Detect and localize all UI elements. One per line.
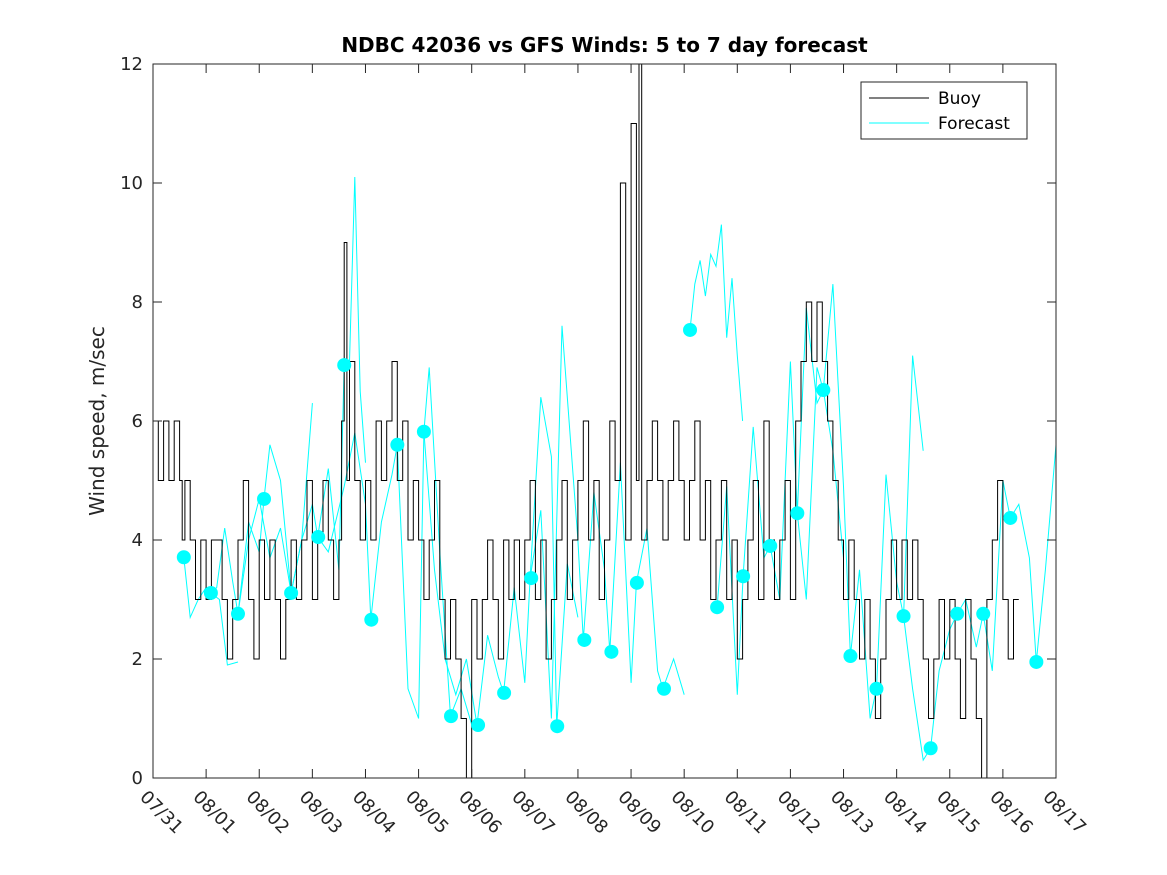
forecast-point <box>736 569 751 584</box>
y-tick-label: 12 <box>120 54 143 75</box>
forecast-point <box>390 437 405 452</box>
y-tick-label: 0 <box>132 768 143 789</box>
forecast-point <box>843 649 858 664</box>
buoy-series <box>155 63 1019 779</box>
legend-label-buoy: Buoy <box>938 89 981 109</box>
forecast-point <box>790 506 805 521</box>
forecast-point <box>364 612 379 627</box>
forecast-markers <box>176 322 1044 756</box>
y-tick-label: 10 <box>120 173 143 194</box>
forecast-point <box>629 575 644 590</box>
forecast-point <box>896 609 911 624</box>
forecast-point <box>443 709 458 724</box>
forecast-trace <box>237 176 366 614</box>
forecast-point <box>471 718 486 733</box>
forecast-point <box>816 383 831 398</box>
forecast-point <box>577 632 592 647</box>
forecast-point <box>656 681 671 696</box>
y-tick-label: 8 <box>132 292 143 313</box>
plot-area <box>153 64 1056 778</box>
forecast-trace <box>796 284 924 719</box>
forecast-point <box>604 644 619 659</box>
forecast-point <box>950 606 965 621</box>
forecast-point <box>497 685 512 700</box>
forecast-point <box>257 491 272 506</box>
forecast-point <box>230 606 245 621</box>
forecast-point <box>203 585 218 600</box>
forecast-point <box>337 358 352 373</box>
legend: Buoy Forecast <box>860 81 1028 140</box>
forecast-point <box>763 538 778 553</box>
y-axis: 0 2 4 6 8 10 12 <box>120 54 1056 789</box>
forecast-point <box>710 600 725 615</box>
y-axis-label: Wind speed, m/sec <box>85 326 109 516</box>
forecast-point <box>869 681 884 696</box>
forecast-point <box>550 719 565 734</box>
forecast-point <box>1029 654 1044 669</box>
forecast-trace <box>689 224 744 422</box>
chart-title: NDBC 42036 vs GFS Winds: 5 to 7 day fore… <box>341 33 868 57</box>
legend-label-forecast: Forecast <box>938 114 1010 134</box>
forecast-point <box>284 585 299 600</box>
forecast-point <box>976 606 991 621</box>
y-tick-label: 4 <box>132 530 143 551</box>
forecast-point <box>416 424 431 439</box>
forecast-point <box>683 322 698 337</box>
y-tick-label: 6 <box>132 411 143 432</box>
y-tick-label: 2 <box>132 649 143 670</box>
forecast-point <box>524 571 539 586</box>
forecast-point <box>923 741 938 756</box>
legend-box <box>860 81 1028 140</box>
buoy-line <box>155 63 1019 779</box>
forecast-point <box>1003 510 1018 525</box>
forecast-point <box>311 530 326 545</box>
forecast-point <box>176 550 191 565</box>
